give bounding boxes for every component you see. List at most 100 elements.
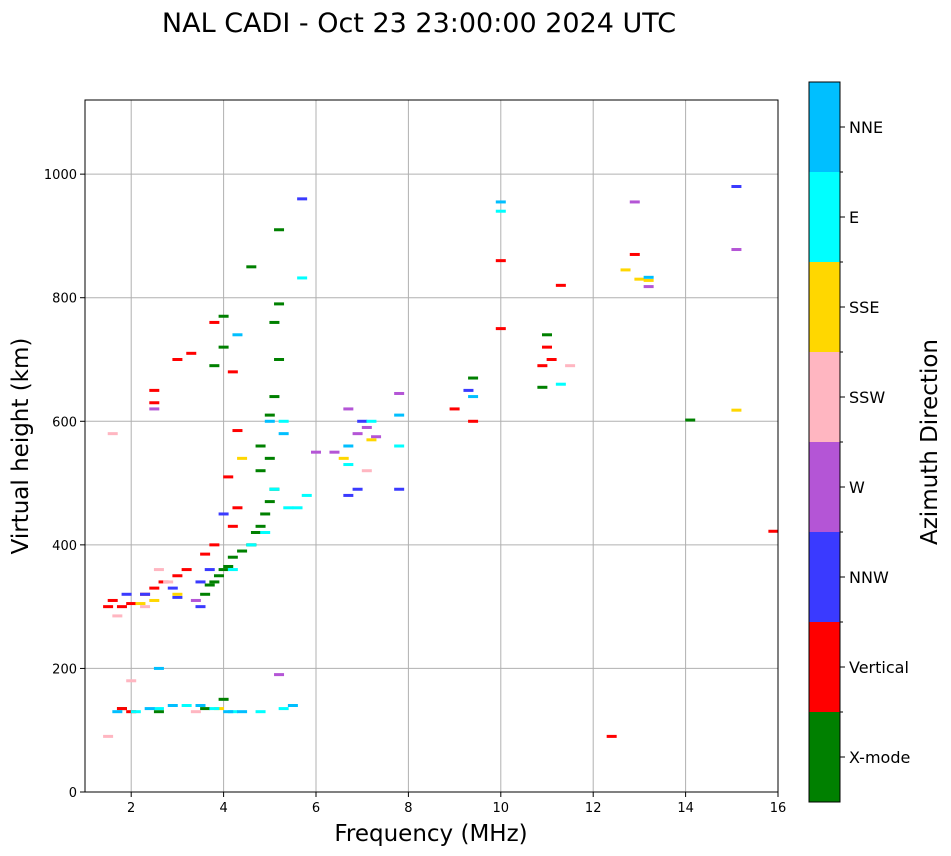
data-point: [237, 549, 248, 553]
data-point: [269, 320, 280, 324]
data-point: [260, 512, 271, 516]
data-point: [200, 552, 211, 556]
data-point: [343, 463, 354, 467]
data-point: [218, 345, 229, 349]
data-point: [394, 413, 405, 417]
data-point: [274, 358, 285, 361]
data-point: [223, 564, 234, 568]
data-point: [190, 598, 201, 602]
gridlines: [85, 100, 779, 793]
data-point: [629, 252, 640, 256]
y-tick-label: 200: [52, 662, 77, 677]
data-point: [260, 531, 271, 534]
data-point: [278, 707, 289, 711]
data-point: [255, 710, 266, 714]
data-point: [116, 605, 127, 609]
data-point: [731, 408, 742, 412]
data-point: [190, 710, 201, 714]
data-point: [546, 358, 557, 361]
data-point: [555, 283, 566, 287]
y-tick-label: 800: [52, 292, 77, 307]
data-point: [634, 277, 645, 281]
data-point: [227, 524, 238, 528]
data-point: [200, 592, 211, 596]
colorbar-label: Azimuth Direction: [917, 339, 943, 545]
data-point: [227, 555, 238, 559]
data-point: [218, 314, 229, 318]
data-point: [181, 568, 192, 572]
data-point: [537, 364, 548, 368]
data-point: [297, 197, 308, 201]
data-point: [555, 382, 566, 386]
data-point: [495, 327, 506, 331]
x-tick-label: 6: [312, 801, 320, 816]
data-point: [116, 707, 127, 711]
x-tick-label: 16: [770, 801, 787, 816]
data-point: [135, 602, 146, 606]
data-point: [371, 435, 382, 439]
data-point: [731, 185, 742, 188]
data-point: [204, 583, 215, 587]
data-point: [204, 568, 215, 572]
data-point: [250, 531, 261, 534]
data-point: [195, 704, 206, 707]
data-point: [255, 524, 266, 528]
data-point: [565, 364, 576, 368]
data-point: [255, 444, 266, 448]
data-point: [149, 598, 160, 602]
data-point: [366, 438, 377, 442]
data-point: [542, 333, 552, 337]
data-point: [213, 574, 224, 578]
data-point: [449, 407, 460, 411]
data-point: [232, 429, 243, 433]
data-point: [218, 512, 229, 516]
data-point: [172, 595, 183, 599]
colorbar: X-mode Vertical NNW W SSW SSE E NNE: [809, 82, 910, 802]
colorbar-segment: [809, 712, 840, 802]
data-point: [144, 707, 155, 711]
data-point: [103, 605, 114, 609]
chart-title: NAL CADI - Oct 23 23:00:00 2024 UTC: [162, 8, 676, 39]
data-point: [237, 456, 248, 460]
data-point: [255, 469, 266, 473]
data-point: [629, 200, 640, 204]
data-point: [274, 302, 285, 306]
data-point: [209, 320, 220, 324]
data-point: [311, 450, 321, 454]
data-point: [643, 275, 654, 279]
data-point: [149, 388, 160, 392]
data-point: [153, 707, 164, 711]
x-tick-label: 2: [127, 801, 135, 816]
data-point: [301, 493, 312, 497]
data-point: [468, 376, 479, 380]
data-point: [246, 265, 257, 269]
data-point: [394, 444, 405, 448]
data-point: [278, 419, 289, 423]
data-point: [264, 456, 275, 460]
series-xmode: [116, 228, 696, 714]
y-axis-ticks: 0 200 400 600 800 1000: [44, 168, 85, 801]
y-tick-label: 600: [52, 415, 77, 430]
data-point: [153, 666, 164, 670]
colorbar-segment: [809, 352, 840, 442]
plot-frame: [84, 99, 779, 793]
data-point: [181, 704, 192, 707]
data-point: [283, 506, 294, 510]
data-point: [468, 395, 479, 399]
data-point: [361, 469, 372, 473]
colorbar-segment: [809, 622, 840, 712]
data-point: [292, 506, 303, 510]
y-tick-label: 1000: [44, 168, 77, 183]
data-point: [186, 351, 197, 355]
data-point: [643, 285, 654, 289]
data-point: [130, 710, 141, 714]
colorbar-segment: [809, 262, 840, 352]
data-point: [227, 370, 238, 374]
x-axis-label: Frequency (MHz): [334, 821, 527, 847]
data-point: [361, 425, 372, 429]
data-point: [274, 673, 285, 677]
y-axis-label: Virtual height (km): [8, 338, 34, 555]
data-point: [269, 395, 280, 399]
colorbar-segment: [809, 82, 840, 172]
